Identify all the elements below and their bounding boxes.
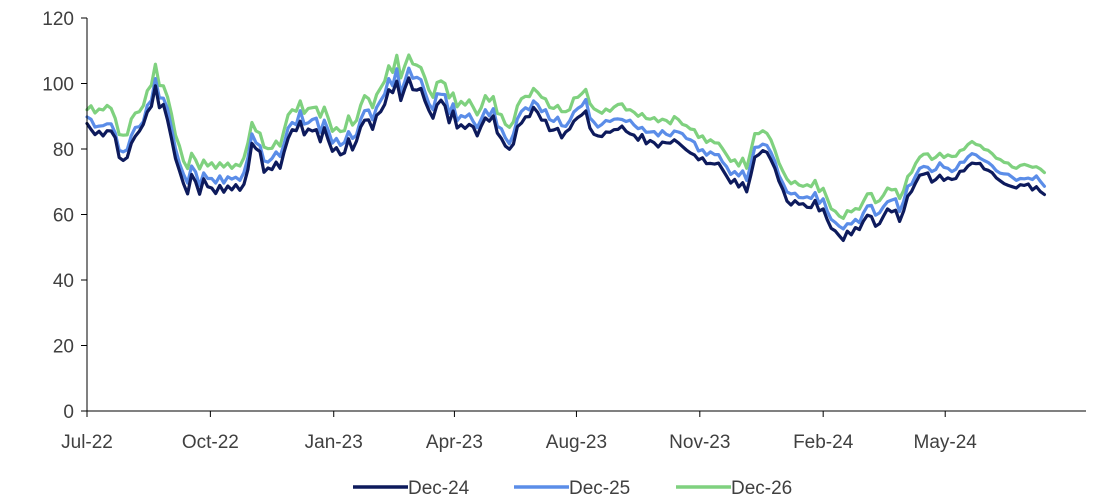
legend-item-dec-26: Dec-26 <box>676 478 792 499</box>
x-tick-label: Apr-23 <box>426 432 483 453</box>
y-tick-label: 0 <box>63 402 74 423</box>
plot-lines <box>85 53 1047 242</box>
legend: Dec-24 Dec-25 Dec-26 <box>353 478 792 499</box>
legend-item-dec-24: Dec-24 <box>353 478 470 499</box>
axes <box>86 18 1086 412</box>
y-tick-label: 40 <box>53 271 74 292</box>
y-tick-label: 60 <box>53 206 74 227</box>
y-tick-label: 80 <box>53 140 74 161</box>
series-line-dec-26 <box>85 53 1047 220</box>
legend-label: Dec-26 <box>731 478 792 499</box>
y-tick-label: 120 <box>42 9 74 30</box>
x-tick-label: May-24 <box>914 432 978 453</box>
x-tick-label: Oct-22 <box>182 432 239 453</box>
legend-item-dec-25: Dec-25 <box>514 478 630 499</box>
x-tick-label: Jan-23 <box>305 432 363 453</box>
legend-label: Dec-25 <box>569 478 630 499</box>
x-axis-ticks: Jul-22 Oct-22 Jan-23 Apr-23 Aug-23 Nov-23 Feb-… <box>61 411 977 453</box>
x-tick-label: Aug-23 <box>546 432 607 453</box>
y-axis-ticks: 0 20 40 60 80 100 120 <box>42 9 87 423</box>
series-line-dec-25 <box>85 66 1047 231</box>
x-tick-label: Feb-24 <box>793 432 854 453</box>
x-tick-label: Nov-23 <box>669 432 730 453</box>
y-tick-label: 100 <box>42 75 74 96</box>
series-line-dec-24 <box>85 76 1047 242</box>
legend-label: Dec-24 <box>408 478 470 499</box>
y-tick-label: 20 <box>53 337 74 358</box>
x-tick-label: Jul-22 <box>61 432 113 453</box>
